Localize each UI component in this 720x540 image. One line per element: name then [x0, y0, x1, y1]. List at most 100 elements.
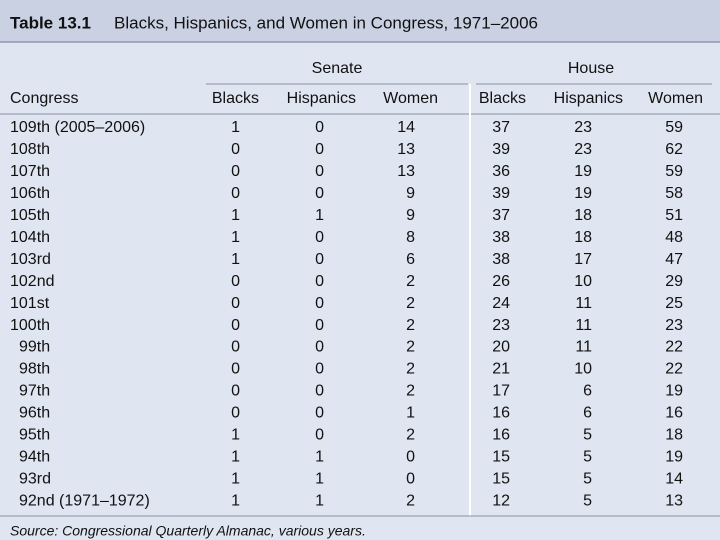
cell-value: 1: [315, 207, 324, 224]
cell-value: 14: [665, 470, 683, 487]
cell-value: 1: [231, 207, 240, 224]
row-label: 94th: [19, 448, 50, 465]
cell-value: 21: [492, 361, 510, 378]
cell-value: 0: [231, 361, 240, 378]
cell-value: 37: [492, 119, 510, 136]
cell-value: 17: [574, 251, 592, 268]
cell-value: 10: [574, 361, 592, 378]
cell-value: 0: [315, 339, 324, 356]
cell-value: 12: [492, 492, 510, 509]
row-label: 92nd (1971–1972): [19, 492, 150, 509]
group-header: House: [568, 60, 614, 77]
cell-value: 0: [231, 339, 240, 356]
cell-value: 5: [583, 470, 592, 487]
cell-value: 23: [574, 119, 592, 136]
row-label: 107th: [10, 163, 50, 180]
cell-value: 6: [406, 251, 415, 268]
cell-value: 6: [583, 405, 592, 422]
cell-value: 1: [315, 448, 324, 465]
cell-value: 9: [406, 207, 415, 224]
cell-value: 13: [397, 141, 415, 158]
cell-value: 0: [315, 405, 324, 422]
cell-value: 39: [492, 141, 510, 158]
cell-value: 1: [315, 470, 324, 487]
source-note: Source: Congressional Quarterly Almanac,…: [10, 523, 366, 539]
row-label: 99th: [19, 339, 50, 356]
cell-value: 1: [231, 492, 240, 509]
row-label: 108th: [10, 141, 50, 158]
cell-value: 13: [665, 492, 683, 509]
row-label: 104th: [10, 229, 50, 246]
cell-value: 19: [665, 448, 683, 465]
cell-value: 2: [406, 273, 415, 290]
cell-value: 1: [315, 492, 324, 509]
cell-value: 0: [231, 317, 240, 334]
row-label: 93rd: [19, 470, 51, 487]
cell-value: 5: [583, 427, 592, 444]
cell-value: 0: [315, 295, 324, 312]
cell-value: 19: [574, 185, 592, 202]
cell-value: 0: [231, 141, 240, 158]
cell-value: 5: [583, 448, 592, 465]
cell-value: 2: [406, 427, 415, 444]
column-header: Women: [383, 90, 438, 107]
cell-value: 0: [315, 427, 324, 444]
cell-value: 0: [315, 119, 324, 136]
cell-value: 23: [665, 317, 683, 334]
cell-value: 0: [231, 163, 240, 180]
cell-value: 36: [492, 163, 510, 180]
cell-value: 0: [315, 141, 324, 158]
cell-value: 11: [575, 339, 592, 356]
cell-value: 23: [492, 317, 510, 334]
cell-value: 2: [406, 295, 415, 312]
cell-value: 0: [315, 383, 324, 400]
cell-value: 2: [406, 339, 415, 356]
cell-value: 15: [492, 470, 510, 487]
cell-value: 0: [315, 163, 324, 180]
group-header: Senate: [312, 60, 363, 77]
cell-value: 0: [231, 295, 240, 312]
cell-value: 0: [231, 273, 240, 290]
cell-value: 58: [665, 185, 683, 202]
cell-value: 0: [406, 448, 415, 465]
cell-value: 48: [665, 229, 683, 246]
cell-value: 0: [315, 229, 324, 246]
title-bar: [0, 0, 720, 42]
row-label: 105th: [10, 207, 50, 224]
cell-value: 1: [231, 470, 240, 487]
row-label: 95th: [19, 427, 50, 444]
cell-value: 24: [492, 295, 510, 312]
cell-value: 1: [231, 448, 240, 465]
cell-value: 0: [406, 470, 415, 487]
cell-value: 1: [231, 119, 240, 136]
table-title: Blacks, Hispanics, and Women in Congress…: [114, 13, 538, 32]
cell-value: 22: [665, 361, 683, 378]
cell-value: 38: [492, 229, 510, 246]
row-label: 96th: [19, 405, 50, 422]
column-header: Blacks: [212, 90, 259, 107]
cell-value: 0: [315, 361, 324, 378]
cell-value: 23: [574, 141, 592, 158]
cell-value: 13: [397, 163, 415, 180]
table-label: Table 13.1: [10, 13, 91, 32]
cell-value: 1: [231, 427, 240, 444]
cell-value: 16: [492, 405, 510, 422]
cell-value: 62: [665, 141, 683, 158]
cell-value: 59: [665, 119, 683, 136]
row-label: 100th: [10, 317, 50, 334]
row-label: 103rd: [10, 251, 51, 268]
cell-value: 47: [665, 251, 683, 268]
cell-value: 0: [231, 185, 240, 202]
row-label: 98th: [19, 361, 50, 378]
cell-value: 5: [583, 492, 592, 509]
cell-value: 20: [492, 339, 510, 356]
row-label: 97th: [19, 383, 50, 400]
cell-value: 16: [665, 405, 683, 422]
column-header: Hispanics: [554, 90, 623, 107]
cell-value: 2: [406, 361, 415, 378]
cell-value: 18: [574, 229, 592, 246]
cell-value: 37: [492, 207, 510, 224]
row-label: 101st: [10, 295, 50, 312]
cell-value: 2: [406, 317, 415, 334]
